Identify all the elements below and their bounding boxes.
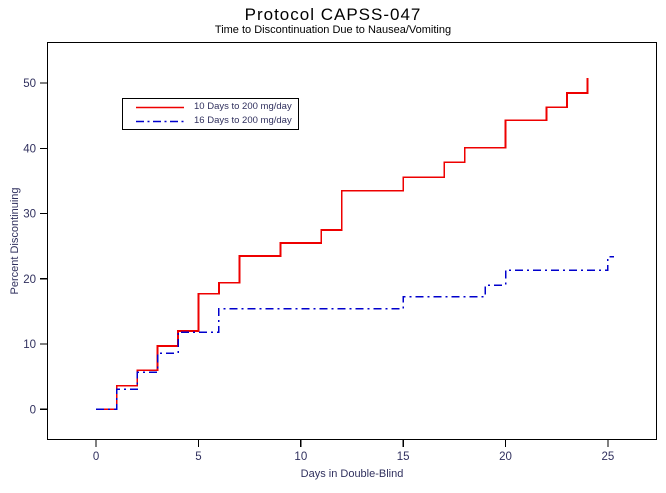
y-axis-ticks: 0 10 20 30 40 50: [23, 78, 47, 416]
chart-subtitle: Time to Discontinuation Due to Nausea/Vo…: [214, 24, 452, 36]
solid-line-sample-icon: [136, 106, 184, 108]
y-tick-label: 40: [23, 143, 36, 155]
legend-label: 10 Days to 200 mg/day: [194, 101, 292, 113]
y-tick-label: 50: [23, 78, 36, 90]
legend: 10 Days to 200 mg/day 16 Days to 200 mg/…: [122, 98, 299, 130]
x-tick-label: 10: [294, 451, 307, 463]
x-axis-ticks: 0 5 10 15 20 25: [93, 440, 614, 463]
legend-label: 16 Days to 200 mg/day: [194, 115, 292, 127]
x-axis-label: Days in Double-Blind: [300, 468, 404, 480]
legend-item-solid: 10 Days to 200 mg/day: [135, 101, 298, 114]
y-tick-label: 20: [23, 274, 36, 286]
y-tick-label: 10: [23, 339, 36, 351]
x-tick-label: 15: [397, 451, 410, 463]
chart-title: Protocol CAPSS-047: [244, 5, 422, 24]
series-line-solid-red: [96, 77, 589, 411]
series-line-dashdot-blue: [96, 255, 614, 411]
legend-item-dashdot: 16 Days to 200 mg/day: [135, 115, 298, 128]
plot-frame: [46, 41, 658, 441]
x-tick-label: 0: [93, 451, 99, 463]
y-tick-label: 30: [23, 209, 36, 221]
x-tick-label: 5: [195, 451, 201, 463]
y-tick-label: 0: [30, 404, 36, 416]
x-tick-label: 25: [601, 451, 614, 463]
dash-dot-line-sample-icon: [136, 120, 184, 122]
x-tick-label: 20: [499, 451, 512, 463]
